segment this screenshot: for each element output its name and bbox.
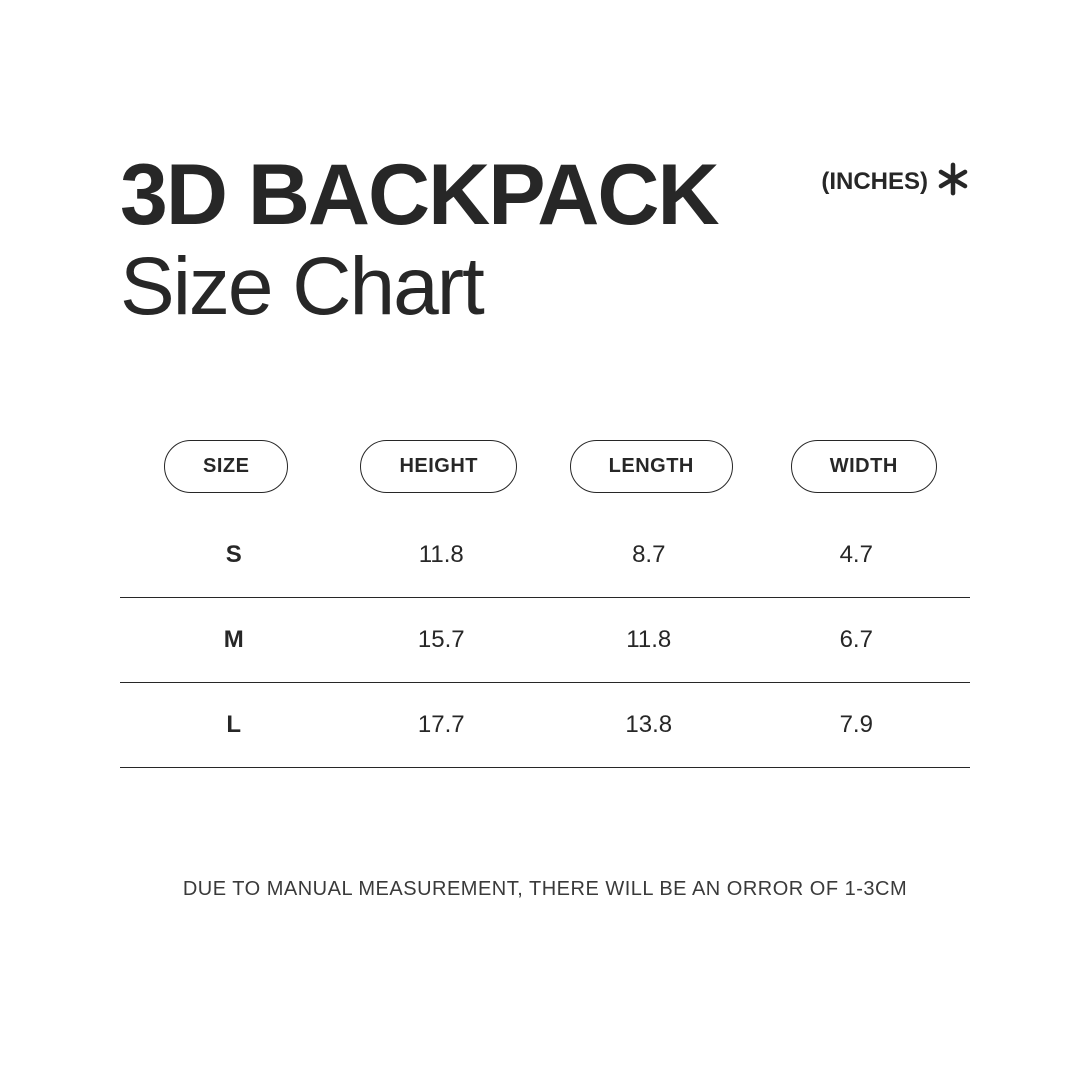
cell-size: S [130, 541, 338, 569]
cell-width: 4.7 [753, 541, 961, 569]
footnote: DUE TO MANUAL MEASUREMENT, THERE WILL BE… [120, 878, 970, 901]
cell-size: L [130, 711, 338, 739]
asterisk-icon [936, 162, 970, 201]
size-chart-page: 3D BACKPACK Size Chart (INCHES) SIZE [0, 0, 1080, 1080]
cell-width: 6.7 [753, 626, 961, 654]
size-table: SIZE HEIGHT LENGTH WIDTH S 11.8 8.7 4.7 … [120, 440, 970, 768]
cell-size: M [130, 626, 338, 654]
title-sub: Size Chart [120, 244, 718, 330]
col-header-size: SIZE [130, 440, 323, 493]
cell-height: 11.8 [338, 541, 546, 569]
cell-length: 13.8 [545, 711, 753, 739]
col-header-height: HEIGHT [343, 440, 536, 493]
col-header-label: SIZE [164, 440, 288, 493]
header-row: 3D BACKPACK Size Chart (INCHES) [120, 150, 970, 330]
table-row: L 17.7 13.8 7.9 [120, 683, 970, 768]
col-header-label: HEIGHT [360, 440, 517, 493]
title-main: 3D BACKPACK [120, 150, 718, 240]
cell-length: 11.8 [545, 626, 753, 654]
col-header-label: WIDTH [791, 440, 937, 493]
units-block: (INCHES) [821, 162, 970, 201]
cell-height: 17.7 [338, 711, 546, 739]
cell-height: 15.7 [338, 626, 546, 654]
table-row: S 11.8 8.7 4.7 [120, 513, 970, 598]
table-row: M 15.7 11.8 6.7 [120, 598, 970, 683]
table-header-row: SIZE HEIGHT LENGTH WIDTH [120, 440, 970, 493]
title-block: 3D BACKPACK Size Chart [120, 150, 718, 330]
col-header-length: LENGTH [555, 440, 748, 493]
cell-width: 7.9 [753, 711, 961, 739]
col-header-label: LENGTH [570, 440, 733, 493]
table-body: S 11.8 8.7 4.7 M 15.7 11.8 6.7 L 17.7 13… [120, 513, 970, 768]
col-header-width: WIDTH [768, 440, 961, 493]
cell-length: 8.7 [545, 541, 753, 569]
units-label: (INCHES) [821, 168, 928, 196]
